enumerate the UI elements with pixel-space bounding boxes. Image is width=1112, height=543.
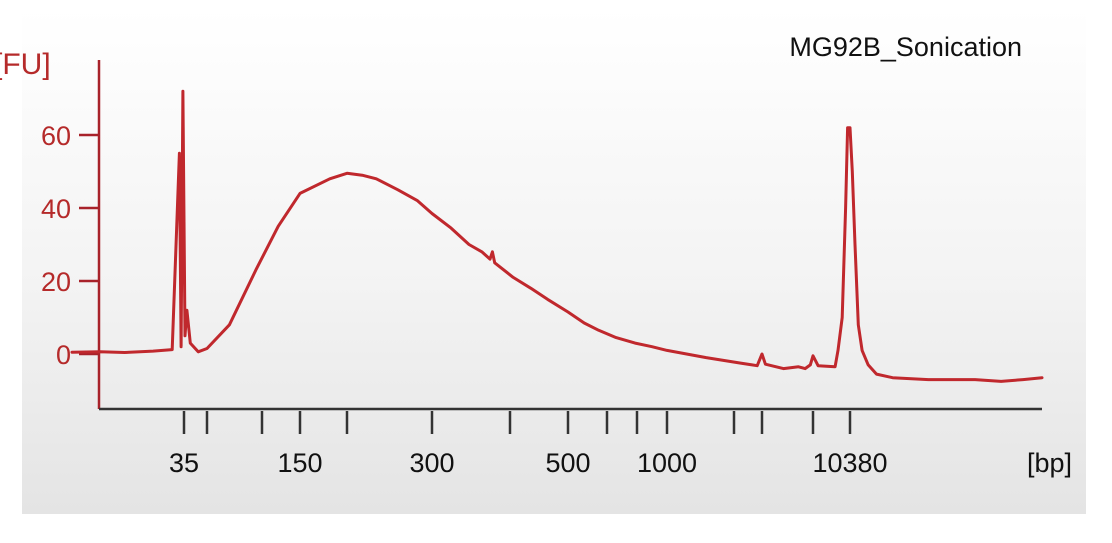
labels: MG92B_Sonication [bp] [FU] (0, 32, 1072, 478)
plot-background (22, 8, 1086, 514)
x-axis-label: [bp] (1027, 448, 1072, 478)
chart-title: MG92B_Sonication (789, 32, 1022, 62)
x-tick-label: 10380 (812, 448, 887, 478)
y-axis-label: [FU] (0, 48, 51, 81)
y-tick-label: 0 (56, 340, 71, 370)
x-tick-label: 500 (545, 448, 590, 478)
x-tick-label: 1000 (637, 448, 697, 478)
y-tick-label: 40 (41, 194, 71, 224)
series-line-0 (70, 89, 1044, 383)
ticks: 0 20 40 60 35 150 300 500 1000 10380 (41, 121, 888, 478)
x-tick-label: 150 (277, 448, 322, 478)
series-group (70, 89, 1044, 383)
y-tick-label: 20 (41, 267, 71, 297)
y-tick-label: 60 (41, 121, 71, 151)
x-tick-label: 35 (169, 448, 199, 478)
x-tick-label: 300 (409, 448, 454, 478)
